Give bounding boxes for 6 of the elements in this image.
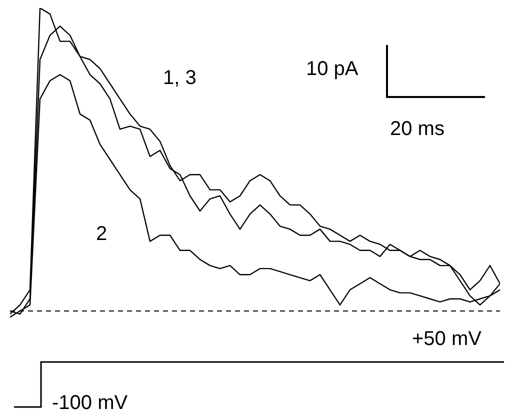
text: +50 mV <box>412 327 482 351</box>
text: -100 mV <box>52 391 128 415</box>
annotation: 1, 3 <box>163 66 196 90</box>
annotation: 2 <box>96 222 108 246</box>
annotation: 10 pA <box>306 57 358 81</box>
annotation: 20 ms <box>390 117 444 141</box>
